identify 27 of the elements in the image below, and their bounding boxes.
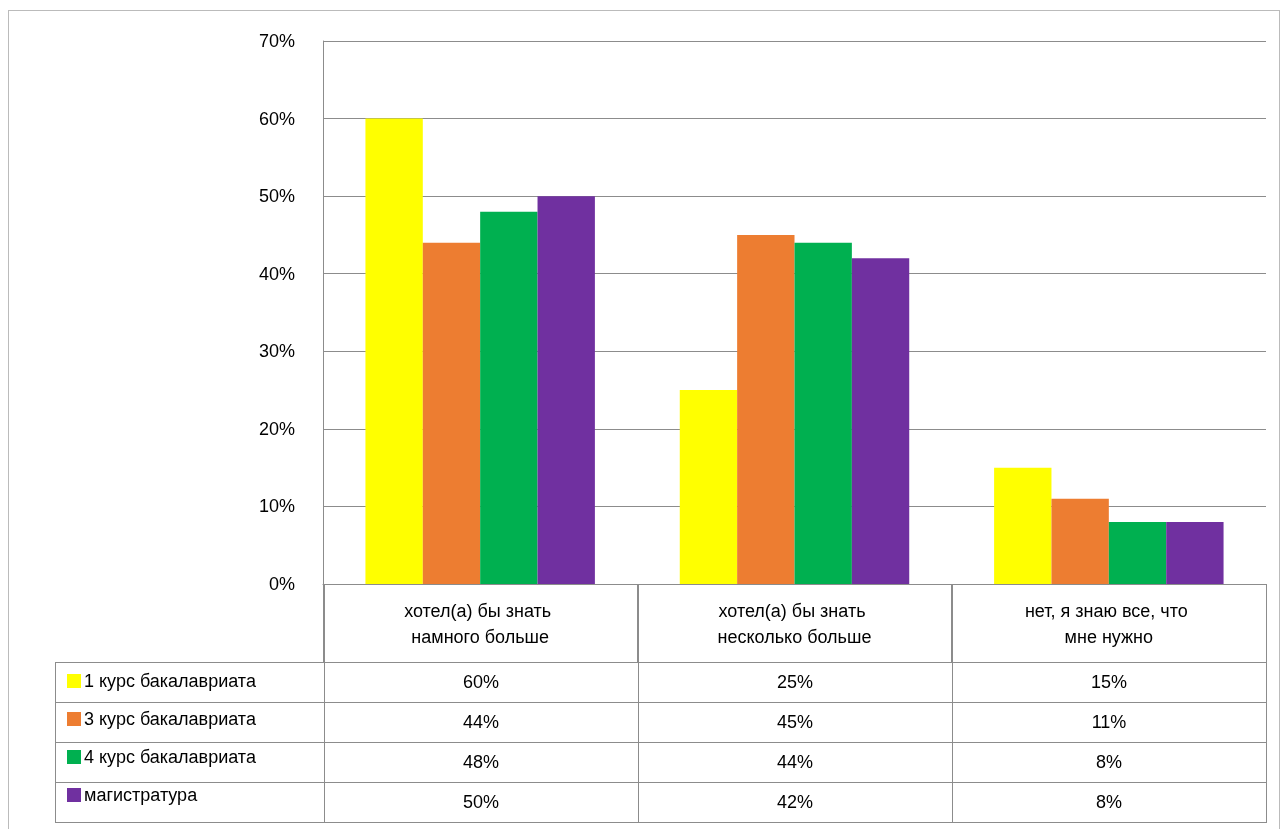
data-label: 15% [952, 662, 1266, 703]
data-label: 42% [638, 782, 952, 823]
y-tick-label: 20% [258, 418, 295, 439]
x-tick-label: хотел(а) бы знать намного больше [404, 601, 557, 647]
legend-label: 3 курс бакалавриата [84, 709, 257, 729]
y-tick-label: 50% [258, 186, 295, 207]
x-tick-label: нет, я знаю все, что мне нужно [1024, 601, 1193, 647]
legend-label: 1 курс бакалавриата [84, 671, 257, 691]
x-tick-label: хотел(а) бы знать несколько больше [717, 601, 872, 647]
data-label: 25% [638, 662, 952, 703]
data-label: 44% [324, 702, 638, 743]
y-tick-label: 60% [258, 108, 295, 129]
data-label: 8% [952, 742, 1266, 783]
data-label: 50% [324, 782, 638, 823]
data-label: 8% [952, 782, 1266, 823]
y-tick-label: 70% [258, 31, 295, 51]
y-tick-label: 30% [258, 341, 295, 362]
data-label: 45% [638, 702, 952, 743]
y-tick-label: 40% [258, 263, 295, 284]
data-label: 44% [638, 742, 952, 783]
data-label: 48% [324, 742, 638, 783]
data-label: 11% [952, 702, 1266, 743]
legend-label: магистратура [84, 785, 199, 805]
y-tick-label: 10% [258, 496, 295, 517]
y-tick-label: 0% [268, 574, 295, 594]
data-label: 60% [324, 662, 638, 703]
legend-label: 4 курс бакалавриата [84, 747, 257, 767]
